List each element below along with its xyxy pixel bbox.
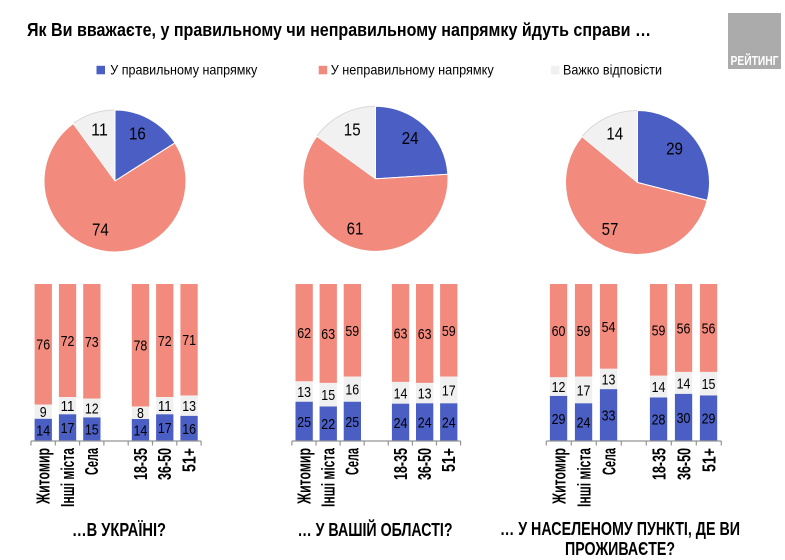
svg-text:12: 12 xyxy=(85,401,99,418)
svg-text:14: 14 xyxy=(606,124,623,144)
svg-text:76: 76 xyxy=(36,337,50,354)
svg-text:61: 61 xyxy=(347,218,364,238)
svg-text:16: 16 xyxy=(182,421,196,438)
svg-text:13: 13 xyxy=(418,386,432,403)
svg-text:72: 72 xyxy=(158,333,172,350)
svg-text:63: 63 xyxy=(321,326,335,343)
svg-text:51+: 51+ xyxy=(439,448,459,472)
svg-text:24: 24 xyxy=(402,128,419,148)
svg-text:11: 11 xyxy=(91,120,108,140)
svg-text:54: 54 xyxy=(602,319,616,336)
svg-text:14: 14 xyxy=(134,423,148,440)
svg-text:59: 59 xyxy=(652,322,666,339)
svg-text:… У НАСЕЛЕНОМУ ПУНКТІ, ДЕ ВИ: … У НАСЕЛЕНОМУ ПУНКТІ, ДЕ ВИ xyxy=(500,519,740,539)
svg-text:17: 17 xyxy=(158,420,172,437)
svg-text:Як Ви вважаєте, у правильному: Як Ви вважаєте, у правильному чи неправи… xyxy=(27,20,651,40)
svg-text:71: 71 xyxy=(182,332,196,349)
svg-text:72: 72 xyxy=(61,333,75,350)
svg-text:15: 15 xyxy=(344,119,361,139)
svg-text:63: 63 xyxy=(418,326,432,343)
svg-text:16: 16 xyxy=(345,382,359,399)
svg-text:25: 25 xyxy=(345,414,359,431)
svg-text:9: 9 xyxy=(40,404,47,421)
svg-text:24: 24 xyxy=(577,415,591,432)
svg-text:11: 11 xyxy=(158,398,172,415)
svg-text:51+: 51+ xyxy=(699,448,719,472)
svg-text:14: 14 xyxy=(652,379,666,396)
svg-text:У неправильному напрямку: У неправильному напрямку xyxy=(331,62,494,78)
svg-text:60: 60 xyxy=(552,323,566,340)
svg-text:15: 15 xyxy=(321,387,335,404)
svg-text:51+: 51+ xyxy=(180,448,200,472)
svg-text:17: 17 xyxy=(442,382,456,399)
svg-text:Житомир: Житомир xyxy=(34,448,54,505)
svg-text:13: 13 xyxy=(297,384,311,401)
svg-text:…В УКРАЇНІ?: …В УКРАЇНІ? xyxy=(72,520,166,540)
svg-text:56: 56 xyxy=(677,320,691,337)
svg-text:59: 59 xyxy=(345,323,359,340)
svg-text:29: 29 xyxy=(552,411,566,428)
svg-text:Житомир: Житомир xyxy=(549,448,569,505)
svg-text:36-50: 36-50 xyxy=(674,448,694,480)
svg-text:62: 62 xyxy=(297,325,311,342)
svg-text:14: 14 xyxy=(394,385,408,402)
svg-text:18-35: 18-35 xyxy=(391,448,411,480)
svg-text:59: 59 xyxy=(577,323,591,340)
svg-text:74: 74 xyxy=(92,219,109,239)
svg-text:18-35: 18-35 xyxy=(131,448,151,480)
svg-text:15: 15 xyxy=(702,376,716,393)
svg-text:Села: Села xyxy=(599,447,619,475)
svg-text:59: 59 xyxy=(442,323,456,340)
svg-text:18-35: 18-35 xyxy=(649,448,669,480)
svg-text:36-50: 36-50 xyxy=(415,448,435,480)
svg-text:11: 11 xyxy=(61,398,75,415)
svg-text:16: 16 xyxy=(129,124,146,144)
svg-text:29: 29 xyxy=(666,138,683,158)
svg-text:22: 22 xyxy=(321,416,335,433)
svg-text:Села: Села xyxy=(82,447,102,475)
svg-text:13: 13 xyxy=(182,398,196,415)
svg-text:24: 24 xyxy=(394,415,408,432)
svg-text:17: 17 xyxy=(61,420,75,437)
svg-text:14: 14 xyxy=(677,375,691,392)
svg-text:56: 56 xyxy=(702,320,716,337)
svg-text:17: 17 xyxy=(577,382,591,399)
svg-text:29: 29 xyxy=(702,411,716,428)
svg-text:30: 30 xyxy=(677,410,691,427)
svg-text:8: 8 xyxy=(137,405,144,422)
svg-text:13: 13 xyxy=(602,371,616,388)
svg-text:Інші міста: Інші міста xyxy=(574,447,594,507)
svg-text:Житомир: Житомир xyxy=(294,448,314,505)
svg-text:24: 24 xyxy=(442,415,456,432)
svg-text:Села: Села xyxy=(343,447,363,475)
svg-text:14: 14 xyxy=(36,422,50,439)
svg-text:У правильному напрямку: У правильному напрямку xyxy=(110,62,257,78)
svg-text:78: 78 xyxy=(134,338,148,355)
svg-text:36-50: 36-50 xyxy=(155,448,175,480)
svg-text:12: 12 xyxy=(552,379,566,396)
svg-text:73: 73 xyxy=(85,334,99,351)
svg-text:… У ВАШІЙ ОБЛАСТІ?: … У ВАШІЙ ОБЛАСТІ? xyxy=(298,519,453,540)
svg-text:33: 33 xyxy=(602,408,616,425)
svg-text:РЕЙТИНГ: РЕЙТИНГ xyxy=(731,53,779,68)
svg-text:ПРОЖИВАЄТЕ?: ПРОЖИВАЄТЕ? xyxy=(565,539,675,559)
svg-text:15: 15 xyxy=(85,422,99,439)
svg-text:Інші міста: Інші міста xyxy=(319,447,339,507)
svg-text:57: 57 xyxy=(602,219,619,239)
svg-text:Інші міста: Інші міста xyxy=(58,447,78,507)
svg-text:28: 28 xyxy=(652,412,666,429)
svg-text:24: 24 xyxy=(418,415,432,432)
svg-text:Важко відповісти: Важко відповісти xyxy=(563,62,662,78)
svg-text:63: 63 xyxy=(394,325,408,342)
svg-text:25: 25 xyxy=(297,414,311,431)
